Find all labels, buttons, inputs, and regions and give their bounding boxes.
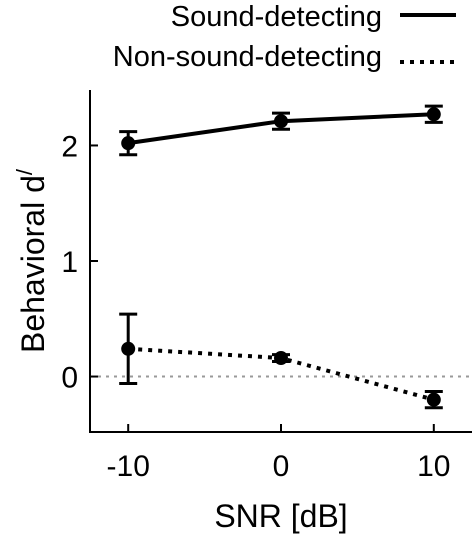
- y-ticks: 0 1 2: [61, 130, 98, 395]
- y-axis-title: Behavioral d/: [12, 168, 51, 353]
- x-ticks: -10 0 10: [107, 424, 450, 483]
- x-axis-title: SNR [dB]: [214, 498, 347, 534]
- legend-label-non-sound-detecting: Non-sound-detecting: [113, 41, 382, 73]
- data-point: [274, 114, 288, 129]
- data-point: [121, 136, 136, 151]
- data-point: [121, 341, 136, 356]
- data-point: [426, 107, 441, 122]
- y-tick-label: 2: [61, 130, 78, 163]
- legend-label-sound-detecting: Sound-detecting: [171, 1, 382, 33]
- data-point: [426, 392, 441, 407]
- x-tick-label: -10: [107, 450, 150, 483]
- y-axis-title-main: Behavioral d: [15, 175, 51, 353]
- y-tick-label: 1: [61, 246, 78, 279]
- series-layer: [119, 104, 443, 410]
- y-tick-label: 0: [61, 362, 78, 395]
- x-tick-label: 0: [273, 450, 290, 483]
- series-1: [119, 312, 443, 410]
- series-0: [119, 104, 443, 157]
- y-axis-title-prime: /: [12, 168, 37, 175]
- data-point: [274, 351, 288, 366]
- legend: Sound-detecting Non-sound-detecting: [113, 1, 456, 73]
- x-tick-label: 10: [417, 450, 450, 483]
